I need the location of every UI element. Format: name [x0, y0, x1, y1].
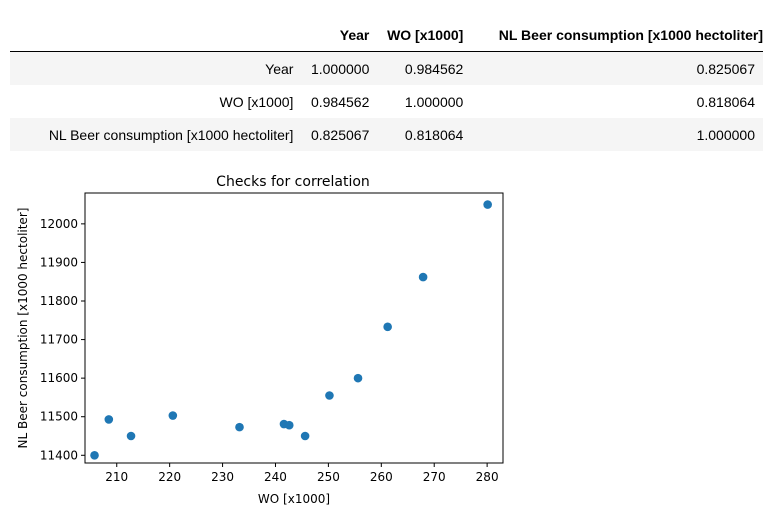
data-point — [300, 431, 310, 441]
table-cell: 0.818064 — [696, 93, 755, 110]
column-header-year: Year — [293, 18, 370, 52]
x-tick-label: 220 — [158, 470, 181, 484]
row-label: Year — [265, 60, 294, 77]
table-cell: 0.984562 — [310, 93, 370, 110]
y-tick-label: 11700 — [40, 333, 78, 347]
column-header-beer: NL Beer consumption [x1000 hectoliter] — [463, 18, 763, 52]
y-tick-label: 11600 — [40, 371, 78, 385]
chart-title: Checks for correlation — [216, 174, 370, 190]
x-tick-label: 230 — [211, 470, 234, 484]
y-tick-label: 11400 — [40, 448, 78, 462]
x-axis-label: WO [x1000] — [258, 492, 330, 506]
y-tick-label: 12000 — [40, 217, 78, 231]
table-row: WO [x1000] 0.984562 1.000000 0.818064 — [10, 85, 763, 118]
data-point — [325, 391, 334, 400]
x-tick-label: 250 — [317, 470, 340, 484]
table-cell: 0.984562 — [404, 60, 464, 77]
row-label: NL Beer consumption [x1000 hectoliter] — [48, 126, 294, 143]
data-point — [383, 322, 392, 332]
table-cell: 1.000000 — [310, 60, 370, 77]
data-point — [126, 431, 136, 441]
y-tick-label: 11900 — [40, 255, 78, 269]
data-point — [104, 415, 114, 424]
x-tick-label: 270 — [423, 470, 446, 484]
table-cell: 1.000000 — [696, 126, 755, 143]
table-cell: 0.825067 — [310, 126, 370, 143]
y-tick-label: 11500 — [40, 410, 78, 424]
data-point — [418, 272, 428, 282]
y-axis-label: NL Beer consumption [x1000 hectoliter] — [16, 208, 30, 449]
table-row: Year 1.000000 0.984562 0.825067 — [10, 51, 763, 85]
column-header-wo: WO [x1000] — [369, 18, 464, 52]
row-label: WO [x1000] — [219, 93, 294, 110]
data-point — [353, 373, 363, 383]
table-index-header — [10, 18, 294, 52]
x-tick-label: 240 — [264, 470, 287, 484]
scatter-chart: Checks for correlation 210 220 230 240 250 26… — [16, 174, 504, 506]
table-row: NL Beer consumption [x1000 hectoliter] 0… — [10, 118, 763, 151]
plot-area: 210 220 230 240 250 260 270 280 11400 11500 11600 1… — [40, 200, 499, 484]
data-point — [284, 420, 294, 430]
table-header-row: Year WO [x1000] NL Beer consumption [x10… — [10, 18, 763, 52]
table-cell: 0.825067 — [696, 60, 755, 77]
x-tick-label: 260 — [370, 470, 393, 484]
data-point — [168, 411, 178, 420]
plot-frame — [84, 192, 504, 464]
table-cell: 1.000000 — [404, 93, 464, 110]
data-point — [483, 200, 492, 209]
x-tick-label: 210 — [105, 470, 128, 484]
x-tick-label: 280 — [476, 470, 499, 484]
data-point — [90, 450, 99, 460]
y-tick-label: 11800 — [40, 294, 78, 308]
data-point — [235, 422, 244, 432]
correlation-table: Year WO [x1000] NL Beer consumption [x10… — [10, 18, 763, 151]
table-cell: 0.818064 — [404, 126, 464, 143]
